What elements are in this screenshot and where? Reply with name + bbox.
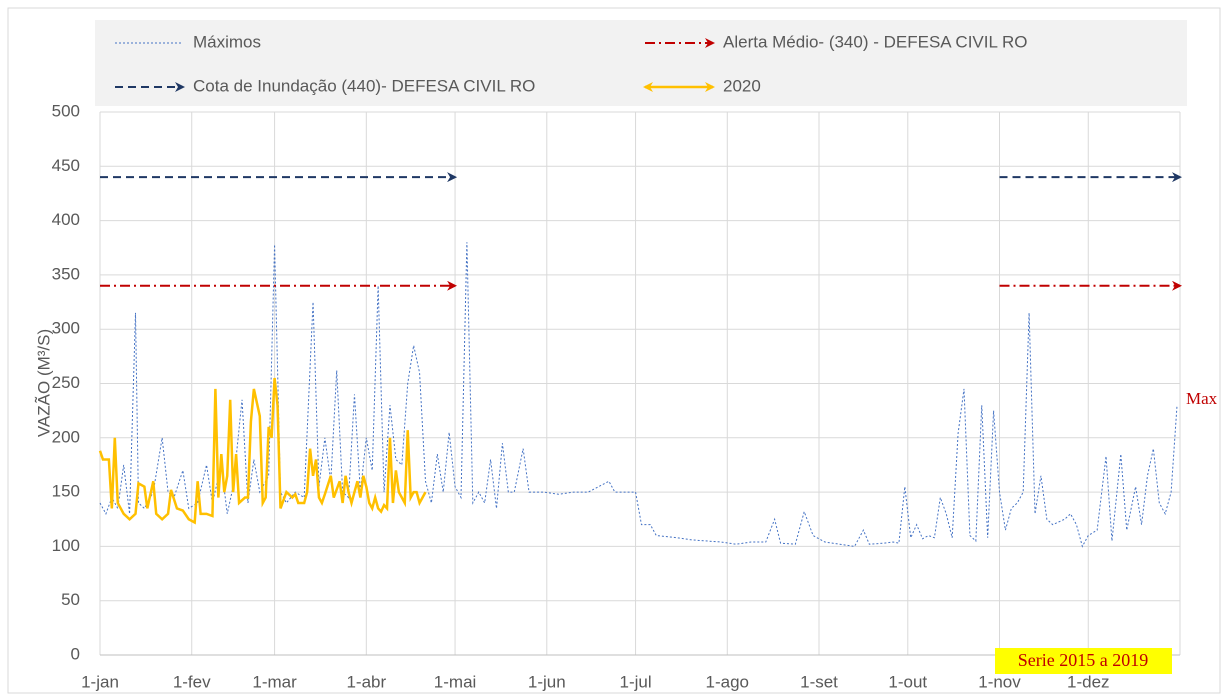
legend-label: 2020 — [723, 76, 761, 95]
x-tick-label: 1-set — [800, 672, 838, 691]
series-line — [98, 377, 427, 525]
x-tick-label: 1-abr — [346, 672, 386, 691]
y-tick-label: 500 — [52, 101, 80, 120]
x-tick-label: 1-mai — [434, 672, 477, 691]
y-tick-label: 300 — [52, 319, 80, 338]
x-tick-label: 1-fev — [173, 672, 211, 691]
series-note: Serie 2015 a 2019 — [1018, 650, 1148, 670]
legend-label: Máximos — [193, 32, 261, 51]
legend-label: Cota de Inundação (440)- DEFESA CIVIL RO — [193, 76, 535, 95]
y-tick-label: 0 — [71, 644, 80, 663]
x-tick-label: 1-jul — [619, 672, 651, 691]
x-tick-label: 1-dez — [1067, 672, 1110, 691]
y-tick-label: 150 — [52, 482, 80, 501]
y-tick-label: 50 — [61, 590, 80, 609]
max-note: Max — [1186, 389, 1218, 408]
x-tick-label: 1-mar — [252, 672, 297, 691]
y-tick-label: 200 — [52, 427, 80, 446]
x-tick-label: 1-nov — [978, 672, 1021, 691]
chart-border — [7, 7, 1221, 694]
x-tick-label: 1-jun — [528, 672, 566, 691]
y-tick-label: 350 — [52, 264, 80, 283]
y-axis-label: VAZÃO (M³/S) — [34, 329, 53, 437]
note-box — [995, 648, 1172, 674]
y-tick-label: 400 — [52, 210, 80, 229]
y-tick-label: 100 — [52, 536, 80, 555]
x-tick-label: 1-out — [888, 672, 927, 691]
x-tick-label: 1-ago — [706, 672, 749, 691]
y-tick-label: 450 — [52, 156, 80, 175]
x-tick-label: 1-jan — [81, 672, 119, 691]
legend-box — [95, 20, 1187, 106]
y-tick-label: 250 — [52, 373, 80, 392]
series-line — [99, 242, 1178, 548]
legend-label: Alerta Médio- (340) - DEFESA CIVIL RO — [723, 32, 1028, 51]
